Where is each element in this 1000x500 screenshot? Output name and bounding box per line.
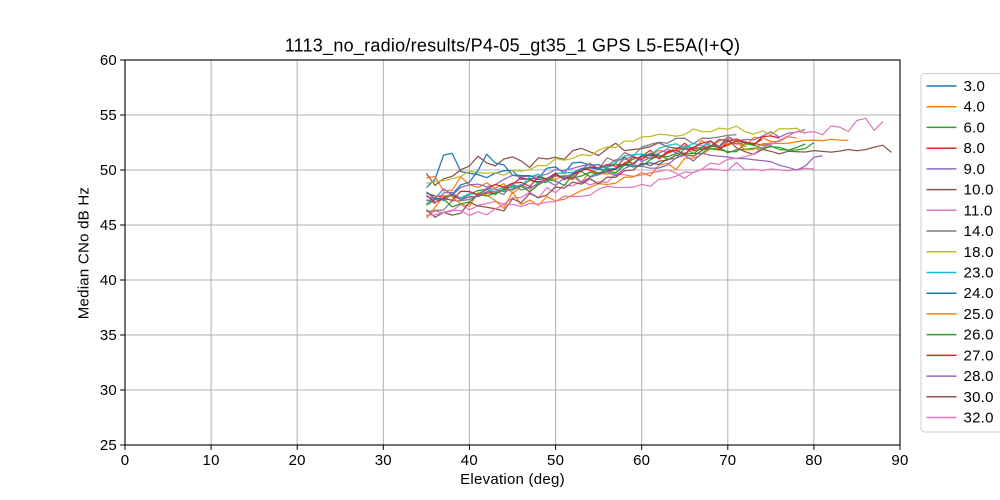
svg-text:60: 60	[100, 52, 117, 69]
svg-text:18.0: 18.0	[964, 244, 994, 261]
svg-text:30: 30	[100, 382, 117, 399]
svg-text:50: 50	[100, 162, 117, 179]
svg-text:80: 80	[805, 452, 822, 469]
svg-text:0: 0	[121, 452, 130, 469]
svg-text:25: 25	[100, 437, 117, 454]
svg-text:10.0: 10.0	[964, 182, 994, 199]
svg-text:45: 45	[100, 217, 117, 234]
svg-text:14.0: 14.0	[964, 223, 994, 240]
svg-text:55: 55	[100, 107, 117, 124]
svg-text:11.0: 11.0	[964, 202, 993, 219]
svg-text:Elevation (deg): Elevation (deg)	[460, 471, 565, 488]
svg-text:24.0: 24.0	[964, 285, 994, 302]
svg-text:40: 40	[100, 272, 117, 289]
svg-text:90: 90	[891, 452, 908, 469]
svg-text:70: 70	[719, 452, 736, 469]
svg-text:60: 60	[633, 452, 650, 469]
svg-text:32.0: 32.0	[964, 410, 994, 427]
svg-text:8.0: 8.0	[964, 140, 986, 157]
svg-text:4.0: 4.0	[964, 99, 986, 116]
svg-text:26.0: 26.0	[964, 327, 994, 344]
svg-text:30.0: 30.0	[964, 389, 994, 406]
svg-text:23.0: 23.0	[964, 265, 994, 282]
svg-text:50: 50	[547, 452, 564, 469]
svg-text:10: 10	[203, 452, 220, 469]
svg-text:27.0: 27.0	[964, 347, 994, 364]
svg-text:3.0: 3.0	[964, 78, 986, 95]
svg-text:9.0: 9.0	[964, 161, 986, 178]
svg-text:28.0: 28.0	[964, 368, 994, 385]
svg-text:20: 20	[289, 452, 306, 469]
svg-text:30: 30	[375, 452, 392, 469]
svg-text:6.0: 6.0	[964, 119, 986, 136]
svg-text:25.0: 25.0	[964, 306, 994, 323]
svg-text:Median CNo dB Hz: Median CNo dB Hz	[76, 187, 93, 319]
svg-text:40: 40	[461, 452, 478, 469]
svg-text:1113_no_radio/results/P4-05_gt: 1113_no_radio/results/P4-05_gt35_1 GPS L…	[285, 36, 741, 57]
svg-text:35: 35	[100, 327, 117, 344]
